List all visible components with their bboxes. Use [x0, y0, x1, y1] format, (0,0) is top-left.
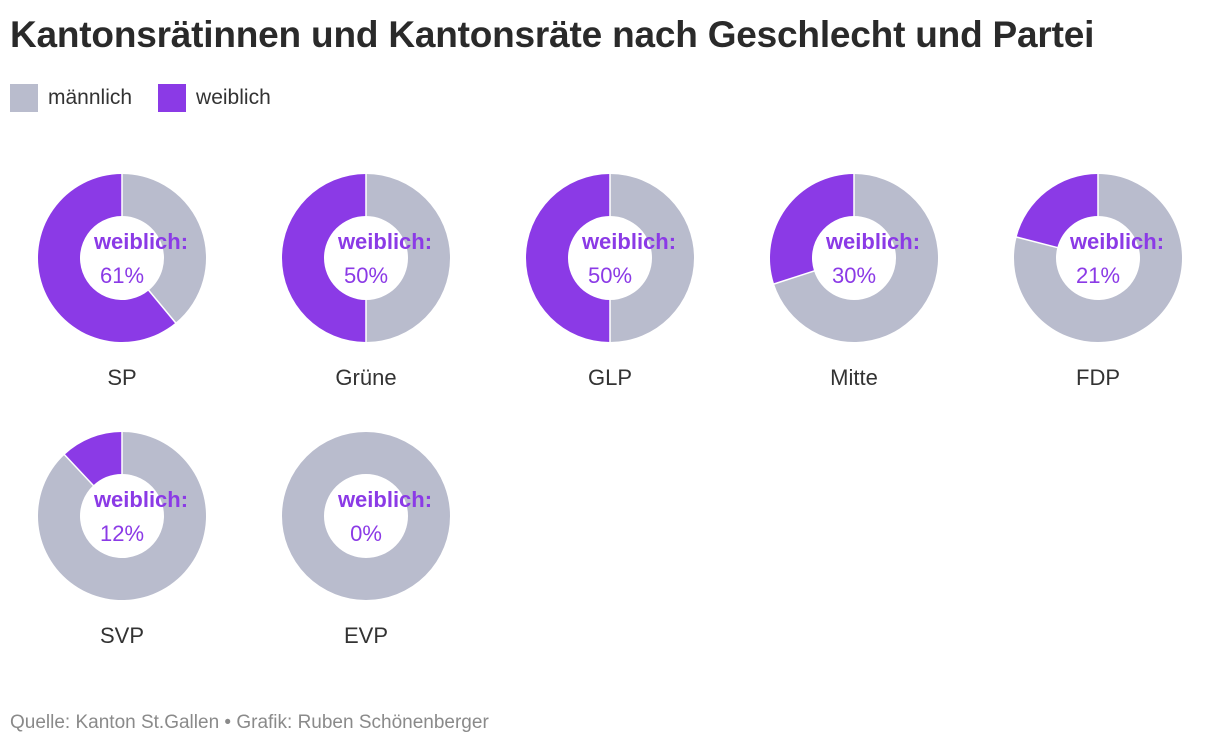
slice-weiblich-fdp	[1016, 173, 1098, 248]
party-label-glp: GLP	[588, 365, 632, 390]
legend-item-maennlich: männlich	[10, 84, 132, 112]
slice-maennlich-gruene	[366, 174, 450, 342]
party-label-svp: SVP	[100, 623, 144, 648]
chart-title: Kantonsrätinnen und Kantonsräte nach Ges…	[10, 14, 1095, 55]
party-label-evp: EVP	[344, 623, 388, 648]
center-label-evp: weiblich:	[337, 487, 432, 512]
party-label-mitte: Mitte	[830, 365, 878, 390]
legend-swatch-maennlich	[10, 84, 38, 112]
slice-weiblich-glp	[526, 174, 610, 342]
slice-maennlich-svp	[38, 432, 207, 600]
slice-maennlich-fdp	[1014, 173, 1182, 342]
center-label-glp: weiblich:	[581, 229, 676, 254]
slice-maennlich-mitte	[774, 174, 939, 342]
donut-evp: weiblich: 0% EVP	[282, 432, 450, 648]
donut-fdp: weiblich: 21% FDP	[1014, 173, 1182, 390]
donut-sp: weiblich: 61% SP	[37, 173, 206, 390]
donut-glp: weiblich: 50% GLP	[526, 173, 694, 390]
slice-maennlich-sp	[122, 174, 206, 323]
legend-label-weiblich: weiblich	[196, 86, 271, 109]
center-label-sp: weiblich:	[93, 229, 188, 254]
donut-mitte: weiblich: 30% Mitte	[770, 173, 939, 390]
party-label-gruene: Grüne	[335, 365, 396, 390]
slice-weiblich-mitte	[770, 174, 854, 284]
percent-label-gruene: 50%	[344, 263, 388, 288]
percent-label-sp: 61%	[100, 263, 144, 288]
donut-svp: weiblich: 12% SVP	[38, 431, 207, 648]
center-label-fdp: weiblich:	[1069, 229, 1164, 254]
percent-label-svp: 12%	[100, 521, 144, 546]
slice-weiblich-svp	[64, 432, 122, 486]
source-note: Quelle: Kanton St.Gallen • Grafik: Ruben…	[10, 712, 489, 733]
legend-label-maennlich: männlich	[48, 86, 133, 109]
party-label-fdp: FDP	[1076, 365, 1120, 390]
party-label-sp: SP	[107, 365, 136, 390]
center-label-svp: weiblich:	[93, 487, 188, 512]
donut-gruene: weiblich: 50% Grüne	[282, 173, 450, 390]
center-label-gruene: weiblich:	[337, 229, 432, 254]
percent-label-glp: 50%	[588, 263, 632, 288]
center-label-mitte: weiblich:	[825, 229, 920, 254]
legend-item-weiblich: weiblich	[158, 84, 271, 112]
slice-separator	[147, 289, 177, 324]
slice-separator	[63, 453, 95, 487]
legend-swatch-weiblich	[158, 84, 187, 112]
slice-separator	[772, 269, 816, 285]
legend: männlich weiblich	[10, 84, 271, 112]
percent-label-fdp: 21%	[1076, 263, 1120, 288]
slice-weiblich-sp	[37, 174, 176, 342]
slice-maennlich-evp	[282, 432, 450, 600]
slice-maennlich-glp	[610, 174, 694, 342]
percent-label-mitte: 30%	[832, 263, 876, 288]
slice-weiblich-gruene	[282, 174, 366, 342]
percent-label-evp: 0%	[350, 521, 382, 546]
slice-separator	[1015, 236, 1059, 249]
